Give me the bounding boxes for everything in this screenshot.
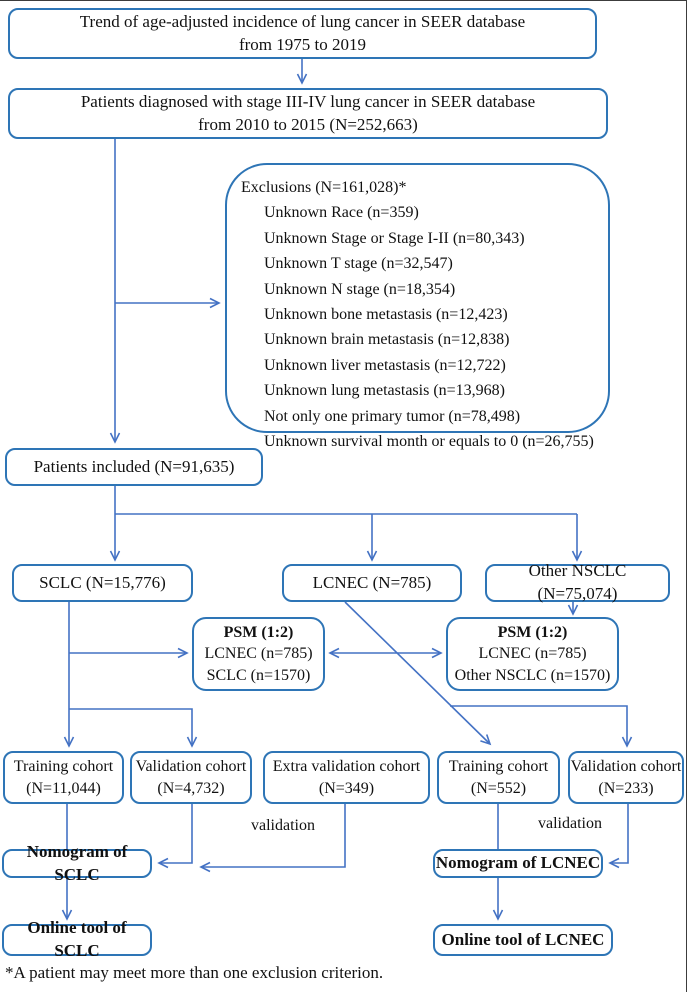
exclusions-box: Exclusions (N=161,028)* Unknown Race (n=… bbox=[225, 163, 610, 450]
title-box: Trend of age-adjusted incidence of lung … bbox=[8, 8, 597, 59]
exclusion-item: Unknown Stage or Stage I-II (n=80,343) bbox=[264, 229, 525, 247]
cohort-n: (N=4,732) bbox=[157, 779, 225, 797]
stage-box: Patients diagnosed with stage III-IV lun… bbox=[8, 88, 608, 139]
title-line1: Trend of age-adjusted incidence of lung … bbox=[79, 11, 526, 31]
psm-sclc-line2: SCLC (n=1570) bbox=[206, 666, 311, 684]
exclusion-item: Not only one primary tumor (n=78,498) bbox=[264, 407, 521, 425]
exclusion-item: Unknown liver metastasis (n=12,722) bbox=[264, 356, 506, 374]
cohort-label: Validation cohort bbox=[135, 757, 247, 775]
psm-nsclc-line1: LCNEC (n=785) bbox=[478, 645, 587, 663]
sclc-label: SCLC (N=15,776) bbox=[39, 572, 166, 592]
title-line2: from 1975 to 2019 bbox=[238, 34, 367, 54]
nomogram-sclc-box: Nomogram of SCLC bbox=[2, 842, 152, 884]
cohort-n: (N=11,044) bbox=[26, 779, 101, 797]
stage-line1: Patients diagnosed with stage III-IV lun… bbox=[80, 91, 536, 111]
extra-validation-cohort-box: Extra validation cohort (N=349) bbox=[263, 751, 430, 804]
lcnec-label: LCNEC (N=785) bbox=[312, 572, 432, 592]
cohort-label: Training cohort bbox=[13, 757, 114, 775]
exclusion-item: Unknown survival month or equals to 0 (n… bbox=[264, 433, 594, 451]
exclusion-item: Unknown brain metastasis (n=12,838) bbox=[264, 331, 510, 349]
psm-sclc-box: PSM (1:2) LCNEC (n=785) SCLC (n=1570) bbox=[192, 617, 325, 691]
validation-cohort-lcnec-box: Validation cohort (N=233) bbox=[568, 751, 684, 804]
exclusions-list: Exclusions (N=161,028)* Unknown Race (n=… bbox=[241, 175, 602, 454]
cohort-label: Extra validation cohort bbox=[272, 757, 421, 775]
sclc-box: SCLC (N=15,776) bbox=[12, 564, 193, 602]
exclusion-item: Unknown bone metastasis (n=12,423) bbox=[264, 306, 508, 324]
psm-nsclc-line2: Other NSCLC (n=1570) bbox=[454, 666, 611, 684]
other-nsclc-label: Other NSCLC (N=75,074) bbox=[528, 561, 627, 603]
cohort-n: (N=233) bbox=[598, 779, 654, 797]
validation-cohort-sclc-box: Validation cohort (N=4,732) bbox=[130, 751, 252, 804]
stage-line2: from 2010 to 2015 (N=252,663) bbox=[198, 114, 418, 134]
validation-label-right: validation bbox=[538, 815, 602, 832]
online-tool-sclc-box: Online tool of SCLC bbox=[2, 918, 152, 960]
lcnec-box: LCNEC (N=785) bbox=[282, 564, 462, 602]
training-cohort-sclc-box: Training cohort (N=11,044) bbox=[3, 751, 124, 804]
online-tool-lcnec-box: Online tool of LCNEC bbox=[433, 924, 613, 956]
cohort-label: Training cohort bbox=[448, 757, 549, 775]
patients-included-label: Patients included (N=91,635) bbox=[33, 456, 235, 476]
other-nsclc-box: Other NSCLC (N=75,074) bbox=[485, 561, 670, 603]
nomogram-lcnec-box: Nomogram of LCNEC bbox=[433, 849, 603, 878]
nomogram-sclc-label: Nomogram of SCLC bbox=[26, 841, 128, 884]
psm-nsclc-box: PSM (1:2) LCNEC (n=785) Other NSCLC (n=1… bbox=[446, 617, 619, 691]
exclusion-item: Unknown lung metastasis (n=13,968) bbox=[264, 382, 505, 400]
validation-label-left: validation bbox=[251, 817, 315, 834]
footnote: *A patient may meet more than one exclus… bbox=[5, 963, 384, 982]
exclusions-title: Exclusions (N=161,028)* bbox=[241, 179, 407, 196]
nomogram-lcnec-label: Nomogram of LCNEC bbox=[435, 853, 601, 873]
psm-sclc-title: PSM (1:2) bbox=[223, 623, 294, 641]
patients-included-box: Patients included (N=91,635) bbox=[5, 448, 263, 486]
online-tool-sclc-label: Online tool of SCLC bbox=[27, 918, 127, 960]
psm-nsclc-title: PSM (1:2) bbox=[497, 623, 568, 641]
training-cohort-lcnec-box: Training cohort (N=552) bbox=[437, 751, 560, 804]
cohort-n: (N=552) bbox=[470, 779, 527, 797]
cohort-n: (N=349) bbox=[318, 779, 375, 797]
exclusion-item: Unknown T stage (n=32,547) bbox=[264, 255, 453, 273]
exclusion-item: Unknown Race (n=359) bbox=[264, 204, 419, 222]
online-tool-lcnec-label: Online tool of LCNEC bbox=[441, 929, 605, 949]
exclusion-item: Unknown N stage (n=18,354) bbox=[264, 280, 456, 298]
psm-sclc-line1: LCNEC (n=785) bbox=[204, 645, 313, 663]
cohort-label: Validation cohort bbox=[570, 757, 682, 775]
